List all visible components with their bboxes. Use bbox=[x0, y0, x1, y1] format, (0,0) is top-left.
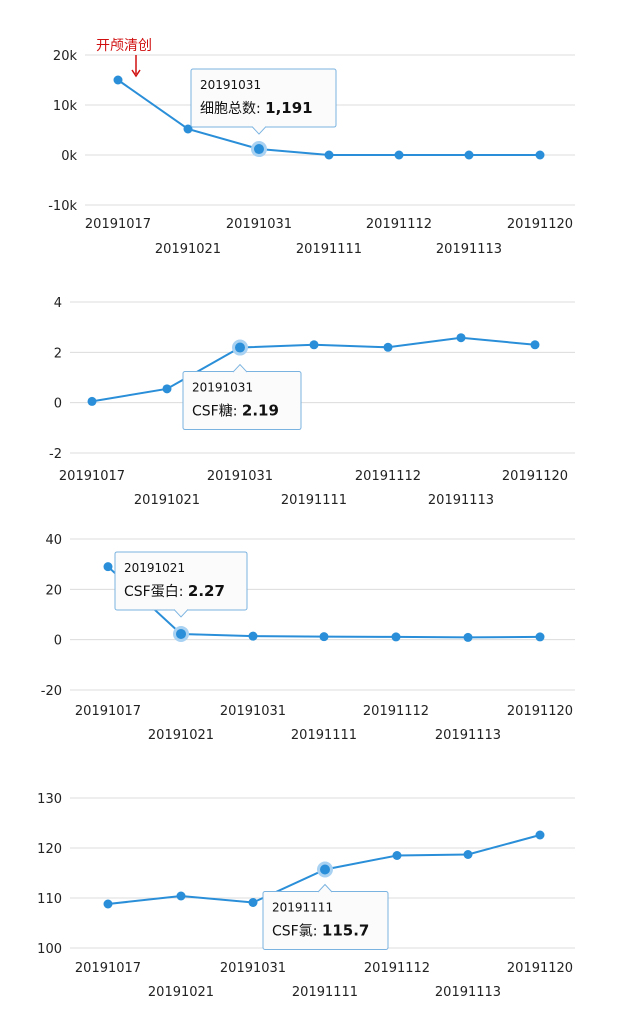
data-point bbox=[535, 150, 545, 160]
tooltip-date: 20191111 bbox=[272, 901, 333, 915]
data-point bbox=[248, 631, 258, 641]
chart-csf-glucose: 4 2 0 -2 20191017 20191031 20191112 20191120 201… bbox=[49, 296, 575, 508]
annotation-arrowhead bbox=[131, 69, 141, 78]
data-point-active bbox=[232, 339, 248, 356]
x-tick-label: 20191031 bbox=[226, 217, 292, 232]
data-point bbox=[248, 898, 258, 907]
annotation-text: 开颅清创 bbox=[96, 38, 152, 54]
x-tick-label: 20191021 bbox=[134, 493, 200, 508]
x-tick-label: 20191112 bbox=[366, 217, 432, 232]
x-tick-label: 20191120 bbox=[502, 469, 568, 484]
data-point bbox=[319, 632, 329, 642]
y-tick-label: 2 bbox=[54, 346, 62, 361]
y-tick-label: 130 bbox=[37, 792, 62, 807]
data-point-active bbox=[317, 861, 333, 878]
data-point bbox=[392, 851, 402, 860]
x-tick-label: 20191031 bbox=[207, 469, 273, 484]
tooltip: 20191021 CSF蛋白: 2.27 bbox=[114, 551, 248, 618]
data-point bbox=[391, 632, 401, 642]
x-tick-label: 20191113 bbox=[436, 242, 502, 257]
x-tick-label: 20191120 bbox=[507, 217, 573, 232]
x-tick-label: 20191017 bbox=[59, 469, 125, 484]
y-tick-label: 0 bbox=[54, 397, 62, 412]
y-tick-label: -10k bbox=[48, 199, 77, 214]
data-point bbox=[535, 830, 545, 840]
tooltip-pointer bbox=[317, 883, 333, 893]
x-tick-label: 20191111 bbox=[291, 728, 357, 743]
x-tick-label: 20191113 bbox=[435, 985, 501, 1000]
x-tick-label: 20191120 bbox=[507, 961, 573, 976]
x-tick-label: 20191111 bbox=[292, 985, 358, 1000]
x-tick-label: 20191031 bbox=[220, 704, 286, 719]
data-point bbox=[183, 124, 193, 134]
chart-csf-protein: 40 20 0 -20 20191017 20191031 20191112 20191120… bbox=[41, 533, 575, 743]
x-tick-label: 20191111 bbox=[281, 493, 347, 508]
tooltip-date: 20191031 bbox=[192, 381, 253, 395]
x-tick-label: 20191021 bbox=[155, 242, 221, 257]
y-tick-label: -2 bbox=[49, 447, 62, 462]
tooltip-pointer bbox=[251, 126, 267, 135]
data-point bbox=[87, 396, 97, 406]
y-tick-label: 110 bbox=[37, 892, 62, 907]
data-point bbox=[463, 850, 473, 859]
x-tick-label: 20191113 bbox=[435, 728, 501, 743]
tooltip-value: 2.27 bbox=[188, 582, 225, 600]
data-point bbox=[535, 632, 545, 642]
x-tick-label: 20191021 bbox=[148, 728, 214, 743]
x-tick-label: 20191021 bbox=[148, 985, 214, 1000]
tooltip-value: 2.19 bbox=[242, 402, 279, 420]
y-tick-label: 40 bbox=[45, 533, 62, 548]
y-tick-label: 20k bbox=[53, 49, 78, 64]
data-point bbox=[464, 150, 474, 160]
tooltip-pointer bbox=[173, 609, 189, 618]
data-point bbox=[103, 899, 113, 909]
y-tick-label: 120 bbox=[37, 842, 62, 857]
data-point bbox=[456, 333, 466, 343]
x-tick-label: 20191120 bbox=[507, 704, 573, 719]
data-point bbox=[463, 632, 473, 642]
tooltip-date: 20191021 bbox=[124, 561, 185, 575]
chart-cell-count: 20k 10k 0k -10k 20191017 20191031 20191112 2019… bbox=[48, 38, 575, 257]
data-point-active bbox=[251, 141, 267, 158]
x-tick-label: 20191112 bbox=[363, 704, 429, 719]
y-tick-label: 4 bbox=[54, 296, 62, 311]
data-point bbox=[162, 384, 172, 394]
data-point-active bbox=[173, 625, 189, 642]
x-tick-label: 20191017 bbox=[75, 961, 141, 976]
x-tick-label: 20191112 bbox=[364, 961, 430, 976]
tooltip-label: 细胞总数: 1,191 bbox=[200, 99, 313, 117]
y-tick-label: 20 bbox=[45, 583, 62, 598]
y-tick-label: 0 bbox=[54, 634, 62, 649]
x-tick-label: 20191031 bbox=[220, 961, 286, 976]
x-tick-label: 20191112 bbox=[355, 469, 421, 484]
chart-csf-chloride: 130 120 110 100 20191017 20191031 20191112 2019… bbox=[37, 792, 575, 1000]
y-tick-label: 10k bbox=[53, 99, 78, 114]
tooltip-label: CSF糖: 2.19 bbox=[192, 402, 279, 420]
tooltip-label: CSF氯: 115.7 bbox=[272, 922, 369, 940]
data-point bbox=[324, 150, 334, 160]
tooltip-label: CSF蛋白: 2.27 bbox=[124, 582, 225, 600]
x-tick-label: 20191017 bbox=[75, 704, 141, 719]
tooltip-date: 20191031 bbox=[200, 78, 261, 92]
x-tick-label: 20191017 bbox=[85, 217, 151, 232]
tooltip-value: 115.7 bbox=[322, 922, 369, 940]
data-point bbox=[530, 340, 540, 350]
y-tick-label: -20 bbox=[41, 684, 62, 699]
tooltip-value: 1,191 bbox=[265, 99, 312, 117]
y-tick-label: 0k bbox=[61, 149, 77, 164]
data-point bbox=[309, 340, 319, 350]
data-point bbox=[113, 75, 123, 85]
data-point bbox=[394, 150, 404, 160]
tooltip: 20191031 细胞总数: 1,191 bbox=[190, 68, 337, 135]
x-tick-label: 20191113 bbox=[428, 493, 494, 508]
x-tick-label: 20191111 bbox=[296, 242, 362, 257]
y-tick-label: 100 bbox=[37, 942, 62, 957]
tooltip-pointer bbox=[232, 363, 248, 373]
data-point bbox=[103, 562, 113, 572]
data-point bbox=[176, 891, 186, 901]
tooltip: 20191031 CSF糖: 2.19 bbox=[182, 363, 302, 431]
tooltip: 20191111 CSF氯: 115.7 bbox=[262, 883, 389, 950]
data-point bbox=[383, 342, 393, 352]
